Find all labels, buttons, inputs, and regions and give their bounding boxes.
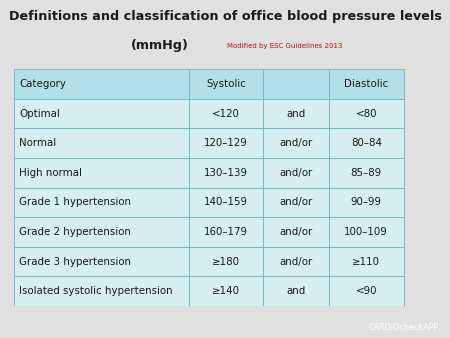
Text: Optimal: Optimal bbox=[19, 108, 60, 119]
Text: ≥140: ≥140 bbox=[212, 286, 240, 296]
Bar bbox=[328, 276, 404, 306]
Bar bbox=[263, 217, 328, 247]
Bar bbox=[263, 247, 328, 276]
Text: 140–159: 140–159 bbox=[204, 197, 248, 208]
Bar bbox=[263, 99, 328, 128]
Bar bbox=[14, 217, 189, 247]
Text: Definitions and classification of office blood pressure levels: Definitions and classification of office… bbox=[9, 10, 441, 23]
Text: Systolic: Systolic bbox=[206, 79, 246, 89]
Bar bbox=[189, 158, 263, 188]
Text: and/or: and/or bbox=[279, 257, 312, 267]
Bar bbox=[263, 276, 328, 306]
Bar bbox=[263, 188, 328, 217]
Bar bbox=[189, 276, 263, 306]
Text: Modified by ESC Guidelines 2013: Modified by ESC Guidelines 2013 bbox=[227, 43, 343, 49]
Bar bbox=[14, 247, 189, 276]
Text: <90: <90 bbox=[356, 286, 377, 296]
Text: Grade 2 hypertension: Grade 2 hypertension bbox=[19, 227, 131, 237]
Text: ≥180: ≥180 bbox=[212, 257, 240, 267]
Bar bbox=[328, 99, 404, 128]
Bar bbox=[14, 276, 189, 306]
Text: and: and bbox=[286, 286, 306, 296]
Text: 90–99: 90–99 bbox=[351, 197, 382, 208]
Bar bbox=[189, 217, 263, 247]
Text: and/or: and/or bbox=[279, 197, 312, 208]
Bar bbox=[189, 99, 263, 128]
Text: 160–179: 160–179 bbox=[204, 227, 248, 237]
Bar bbox=[328, 69, 404, 99]
Text: 100–109: 100–109 bbox=[344, 227, 388, 237]
Text: High normal: High normal bbox=[19, 168, 82, 178]
Text: and: and bbox=[286, 108, 306, 119]
Text: Diastolic: Diastolic bbox=[344, 79, 388, 89]
Text: (mmHg): (mmHg) bbox=[131, 39, 189, 52]
Bar bbox=[328, 188, 404, 217]
Bar bbox=[263, 158, 328, 188]
Text: ≥110: ≥110 bbox=[352, 257, 380, 267]
Bar bbox=[189, 128, 263, 158]
Text: 85–89: 85–89 bbox=[351, 168, 382, 178]
Text: and/or: and/or bbox=[279, 168, 312, 178]
Bar bbox=[328, 128, 404, 158]
Bar bbox=[14, 69, 189, 99]
Text: Category: Category bbox=[19, 79, 66, 89]
Bar bbox=[189, 247, 263, 276]
Bar bbox=[263, 128, 328, 158]
Bar bbox=[14, 158, 189, 188]
Text: 120–129: 120–129 bbox=[204, 138, 248, 148]
Bar bbox=[14, 99, 189, 128]
Text: CARDIOcheckAPP: CARDIOcheckAPP bbox=[369, 323, 439, 332]
Text: and/or: and/or bbox=[279, 138, 312, 148]
Bar bbox=[189, 188, 263, 217]
Text: Grade 3 hypertension: Grade 3 hypertension bbox=[19, 257, 131, 267]
Bar bbox=[14, 128, 189, 158]
Bar bbox=[328, 217, 404, 247]
Text: <80: <80 bbox=[356, 108, 377, 119]
Bar bbox=[328, 247, 404, 276]
Text: Isolated systolic hypertension: Isolated systolic hypertension bbox=[19, 286, 173, 296]
Bar bbox=[189, 69, 263, 99]
Bar bbox=[328, 158, 404, 188]
Bar bbox=[263, 69, 328, 99]
Text: <120: <120 bbox=[212, 108, 240, 119]
Text: Normal: Normal bbox=[19, 138, 56, 148]
Text: 80–84: 80–84 bbox=[351, 138, 382, 148]
Bar bbox=[14, 188, 189, 217]
Text: and/or: and/or bbox=[279, 227, 312, 237]
Text: Grade 1 hypertension: Grade 1 hypertension bbox=[19, 197, 131, 208]
Text: 130–139: 130–139 bbox=[204, 168, 248, 178]
